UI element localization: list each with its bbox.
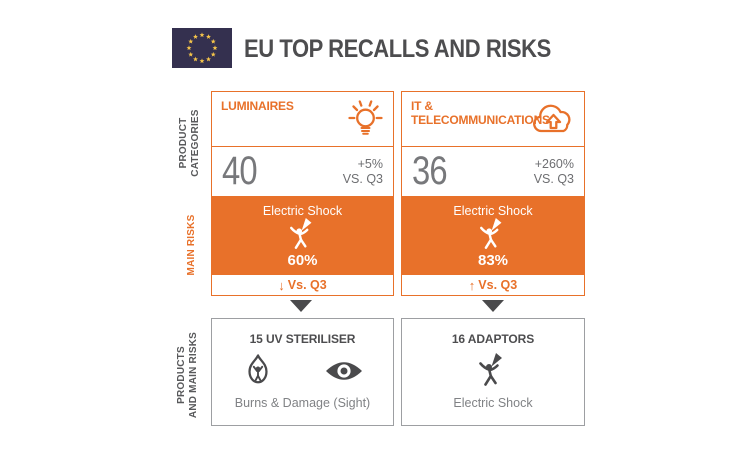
category-header: IT & TELECOMMUNICATIONS: [402, 92, 584, 147]
electric-shock-icon: [476, 353, 510, 389]
product-name: 16 ADAPTORS: [451, 332, 535, 346]
recall-change: +5% VS. Q3: [343, 157, 383, 187]
trend-label: Vs. Q3: [478, 278, 518, 292]
trend-row: ↑ Vs. Q3: [402, 275, 584, 295]
category-name: LUMINAIRES: [221, 99, 294, 113]
product-box-adaptors: 16 ADAPTORS Electric Shock: [401, 318, 585, 426]
page-title: EU TOP RECALLS AND RISKS: [244, 35, 551, 63]
recall-count: 40: [222, 149, 258, 193]
trend-row: ↓ Vs. Q3: [212, 275, 393, 295]
recall-count-row: 40 +5% VS. Q3: [212, 147, 393, 197]
eu-flag-icon: [172, 28, 232, 68]
category-card-luminaires: LUMINAIRES 40 +5% VS. Q3 Electric Shock: [211, 91, 394, 296]
electric-shock-icon: [287, 218, 319, 252]
section-label-product-categories: PRODUCT CATEGORIES: [178, 109, 201, 177]
risk-name: Electric Shock: [453, 204, 533, 218]
trend-label: Vs. Q3: [287, 278, 327, 292]
change-value: +5%: [357, 156, 383, 171]
section-label-main-risks: MAIN RISKS: [186, 214, 197, 276]
main-risk-block: Electric Shock 83%: [402, 197, 584, 275]
product-risk-icons: [402, 351, 584, 391]
up-arrow-icon: ↑: [468, 277, 476, 293]
product-name: 15 UV STERILISER: [249, 332, 356, 346]
change-value: +260%: [534, 156, 574, 171]
category-header: LUMINAIRES: [212, 92, 393, 147]
category-name: IT & TELECOMMUNICATIONS: [411, 99, 550, 127]
main-risk-block: Electric Shock 60%: [212, 197, 393, 275]
burns-icon: [242, 354, 274, 388]
risk-name: Electric Shock: [262, 204, 343, 218]
change-vs-label: VS. Q3: [342, 171, 383, 186]
eye-icon: [324, 359, 364, 383]
change-vs-label: VS. Q3: [533, 171, 574, 186]
risk-percent: 83%: [477, 252, 509, 269]
section-label-products-and-main-risks: PRODUCTS AND MAIN RISKS: [176, 331, 199, 419]
product-box-uv-steriliser: 15 UV STERILISER: [211, 318, 394, 426]
product-risk-label: Burns & Damage (Sight): [234, 396, 371, 410]
lightbulb-icon: [346, 97, 386, 139]
electric-shock-icon: [477, 218, 509, 252]
cloud-upload-icon: [530, 103, 577, 136]
recall-count: 36: [412, 149, 448, 193]
product-risk-label: Electric Shock: [453, 396, 533, 410]
category-card-it-telecommunications: IT & TELECOMMUNICATIONS 36 +260% VS. Q3 …: [401, 91, 585, 296]
product-risk-icons: [212, 351, 393, 391]
down-triangle-icon: [290, 300, 312, 312]
down-arrow-icon: ↓: [278, 277, 285, 293]
risk-percent: 60%: [287, 252, 318, 269]
recall-count-row: 36 +260% VS. Q3: [402, 147, 584, 197]
recall-change: +260% VS. Q3: [534, 157, 574, 187]
down-triangle-icon: [482, 300, 504, 312]
